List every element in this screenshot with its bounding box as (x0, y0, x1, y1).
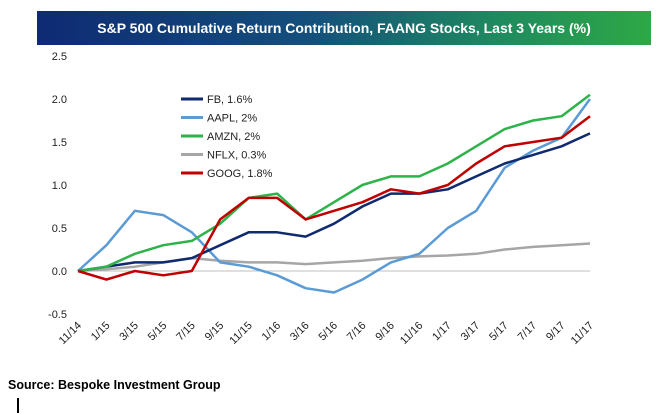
series-lines (77, 93, 592, 294)
x-tick-label: 11/15 (227, 320, 254, 347)
x-tick-label: 5/15 (146, 320, 170, 344)
y-tick-label: 0.0 (52, 266, 67, 278)
y-tick-label: 0.5 (52, 223, 67, 235)
y-axis-tick-labels: -0.5 0.0 0.5 1.0 1.5 2.0 2.5 (48, 51, 67, 321)
y-tick-label: 2.0 (52, 94, 67, 106)
legend-label: NFLX, 0.3% (207, 150, 267, 162)
x-tick-label: 9/16 (373, 320, 397, 344)
x-tick-label: 9/15 (203, 320, 227, 344)
x-tick-label: 5/17 (487, 320, 511, 344)
series-line-goog (77, 115, 591, 281)
x-tick-label: 5/16 (316, 320, 340, 344)
x-tick-label: 1/15 (89, 320, 113, 344)
legend-label: FB, 1.6% (207, 94, 252, 106)
chart-title: S&P 500 Cumulative Return Contribution, … (37, 11, 651, 45)
legend-label: AMZN, 2% (207, 131, 260, 143)
x-tick-label: 9/17 (544, 320, 568, 344)
x-tick-label: 1/16 (260, 320, 284, 344)
x-tick-label: 1/17 (430, 320, 454, 344)
series-line-fb (77, 132, 591, 273)
legend-label: GOOG, 1.8% (207, 168, 273, 180)
x-tick-label: 11/14 (57, 320, 84, 347)
x-tick-label: 7/15 (174, 320, 198, 344)
y-tick-label: 1.0 (52, 180, 67, 192)
x-tick-label: 3/17 (459, 320, 483, 344)
text-cursor (17, 398, 19, 413)
x-tick-label: 3/15 (117, 320, 141, 344)
source-note: Source: Bespoke Investment Group (8, 378, 221, 392)
x-tick-label: 7/17 (516, 320, 540, 344)
y-tick-label: -0.5 (48, 309, 67, 321)
series-line-amzn (77, 93, 591, 273)
x-tick-label: 3/16 (288, 320, 312, 344)
y-tick-label: 2.5 (52, 51, 67, 63)
legend-label: AAPL, 2% (207, 113, 257, 125)
y-tick-label: 1.5 (52, 137, 67, 149)
x-tick-label: 7/16 (345, 320, 369, 344)
legend: FB, 1.6% AAPL, 2% AMZN, 2% NFLX, 0.3% GOOG, … (181, 94, 273, 180)
x-tick-label: 11/17 (569, 320, 596, 347)
series-line-aapl (77, 98, 592, 294)
x-tick-label: 11/16 (398, 320, 425, 347)
x-axis-tick-labels: 11/14 1/15 3/15 5/15 7/15 9/15 11/15 1/16 3/16 5/… (57, 320, 596, 347)
